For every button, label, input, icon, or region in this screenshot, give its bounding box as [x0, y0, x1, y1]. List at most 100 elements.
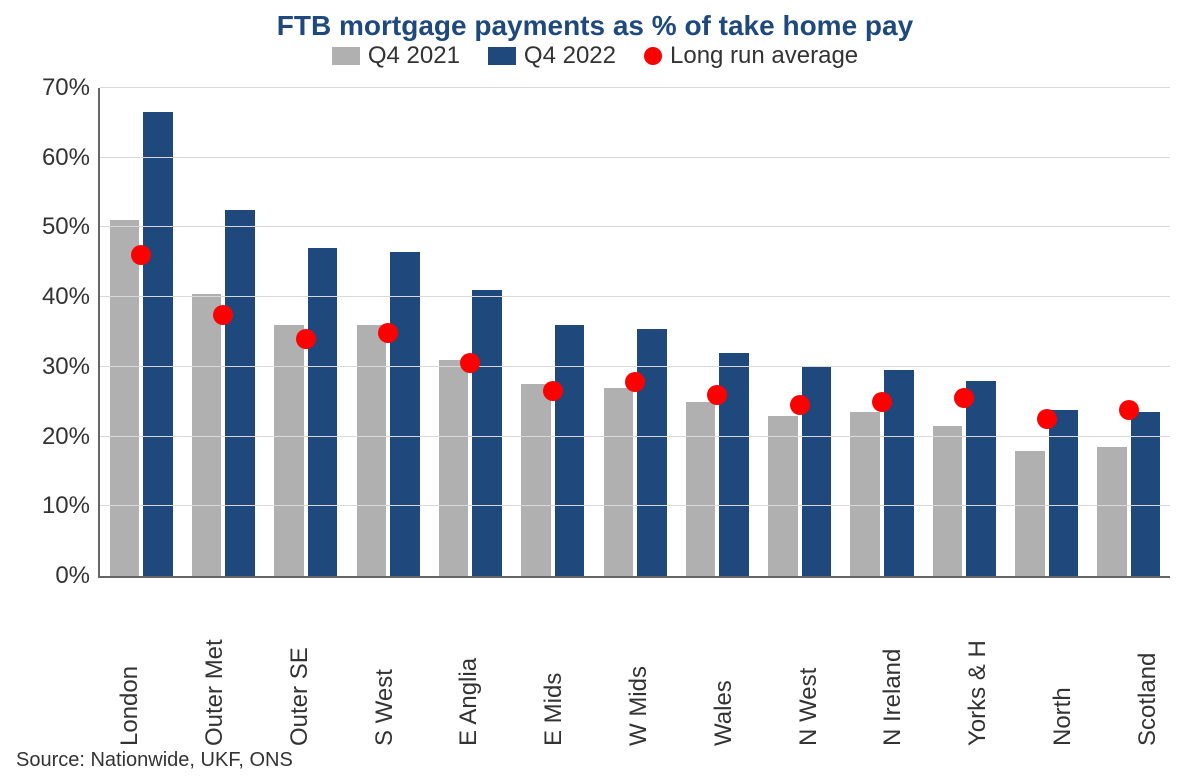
category-group — [594, 88, 676, 576]
long-run-dot — [707, 385, 727, 405]
y-tick-label: 20% — [42, 423, 100, 451]
x-axis-label: North — [1049, 586, 1077, 746]
grid-line — [100, 87, 1170, 88]
x-label-cell: Outer Met — [173, 586, 258, 746]
legend-label: Q4 2021 — [368, 42, 460, 70]
y-tick-label: 70% — [42, 74, 100, 102]
legend-item-long-run: Long run average — [644, 42, 858, 70]
plot-area: 0%10%20%30%40%50%60%70% — [10, 88, 1180, 578]
chart-title: FTB mortgage payments as % of take home … — [10, 10, 1180, 42]
long-run-dot — [625, 372, 645, 392]
bars-row — [100, 88, 1170, 576]
legend-item-q4-2021: Q4 2021 — [332, 42, 460, 70]
y-tick-label: 50% — [42, 213, 100, 241]
x-label-cell: E Mids — [512, 586, 597, 746]
long-run-dot — [460, 353, 480, 373]
category-group — [429, 88, 511, 576]
x-axis-label: Outer Met — [201, 586, 229, 746]
bar-q4_2022 — [555, 325, 585, 576]
bar-q4_2021 — [933, 426, 963, 576]
bar-q4_2021 — [357, 325, 387, 576]
long-run-dot — [1037, 409, 1057, 429]
bar-q4_2021 — [768, 416, 798, 576]
chart-container: FTB mortgage payments as % of take home … — [0, 0, 1200, 782]
legend-swatch-q4-2022 — [488, 47, 516, 65]
category-group — [1005, 88, 1087, 576]
category-group — [759, 88, 841, 576]
x-axis-label: E Mids — [540, 586, 568, 746]
long-run-dot — [790, 395, 810, 415]
legend-label: Q4 2022 — [524, 42, 616, 70]
x-label-cell: N Ireland — [851, 586, 936, 746]
x-axis-labels: London Outer Met Outer SE S West E Anglia E M… — [88, 586, 1190, 746]
long-run-dot — [1119, 400, 1139, 420]
long-run-dot — [543, 381, 563, 401]
grid-line — [100, 296, 1170, 297]
x-label-cell: London — [88, 586, 173, 746]
y-tick-label: 30% — [42, 353, 100, 381]
category-group — [676, 88, 758, 576]
grid-line — [100, 505, 1170, 506]
category-group — [100, 88, 182, 576]
category-group — [923, 88, 1005, 576]
category-group — [182, 88, 264, 576]
bar-q4_2022 — [1131, 412, 1161, 576]
x-axis-label: Scotland — [1134, 586, 1162, 746]
x-label-cell: S West — [342, 586, 427, 746]
bar-q4_2021 — [604, 388, 634, 576]
legend-dot-long-run — [644, 47, 662, 65]
grid-line — [100, 436, 1170, 437]
y-tick-label: 10% — [42, 492, 100, 520]
bar-q4_2022 — [143, 112, 173, 576]
bar-q4_2021 — [439, 360, 469, 576]
x-label-cell: Wales — [681, 586, 766, 746]
y-tick-label: 60% — [42, 144, 100, 172]
x-axis-label: S West — [371, 586, 399, 746]
x-axis-label: Outer SE — [286, 586, 314, 746]
x-axis-label: Wales — [710, 586, 738, 746]
category-group — [347, 88, 429, 576]
grid-line — [100, 157, 1170, 158]
grid-line — [100, 366, 1170, 367]
long-run-dot — [954, 388, 974, 408]
grid-line — [100, 226, 1170, 227]
bar-q4_2021 — [110, 220, 140, 576]
x-label-cell: Outer SE — [258, 586, 343, 746]
x-axis-label: N Ireland — [879, 586, 907, 746]
legend-item-q4-2022: Q4 2022 — [488, 42, 616, 70]
category-group — [512, 88, 594, 576]
bar-q4_2022 — [308, 248, 338, 576]
plot-inner: 0%10%20%30%40%50%60%70% — [98, 88, 1170, 578]
long-run-dot — [872, 392, 892, 412]
long-run-dot — [296, 329, 316, 349]
bar-q4_2022 — [390, 252, 420, 576]
x-label-cell: W Mids — [597, 586, 682, 746]
bar-q4_2022 — [966, 381, 996, 576]
legend-label: Long run average — [670, 42, 858, 70]
x-axis-label: W Mids — [625, 586, 653, 746]
bar-q4_2022 — [472, 290, 502, 576]
legend-swatch-q4-2021 — [332, 47, 360, 65]
long-run-dot — [378, 323, 398, 343]
category-group — [265, 88, 347, 576]
bar-q4_2022 — [225, 210, 255, 576]
long-run-dot — [213, 305, 233, 325]
legend: Q4 2021 Q4 2022 Long run average — [10, 42, 1180, 70]
source-caption: Source: Nationwide, UKF, ONS — [16, 749, 293, 772]
x-label-cell: Scotland — [1105, 586, 1190, 746]
bar-q4_2021 — [850, 412, 880, 576]
x-label-cell: N West — [766, 586, 851, 746]
x-label-cell: E Anglia — [427, 586, 512, 746]
bar-q4_2021 — [686, 402, 716, 576]
category-group — [1088, 88, 1170, 576]
long-run-dot — [131, 245, 151, 265]
bar-q4_2021 — [1097, 447, 1127, 576]
bar-q4_2021 — [1015, 451, 1045, 576]
x-axis-label: N West — [795, 586, 823, 746]
x-label-cell: North — [1020, 586, 1105, 746]
category-group — [841, 88, 923, 576]
x-label-cell: Yorks & H — [936, 586, 1021, 746]
x-axis-label: E Anglia — [455, 586, 483, 746]
x-axis-label: London — [116, 586, 144, 746]
bar-q4_2021 — [274, 325, 304, 576]
